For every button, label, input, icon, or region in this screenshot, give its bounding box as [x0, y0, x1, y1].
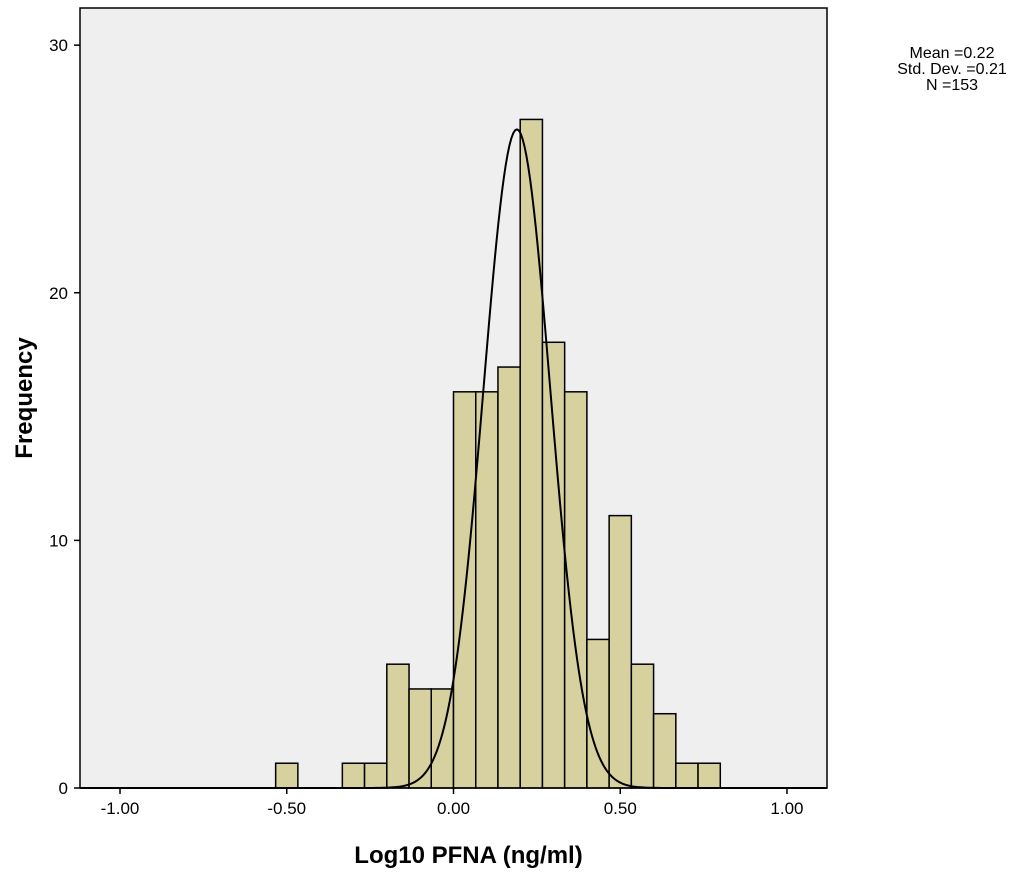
- stats-mean: Mean =0.22: [909, 45, 995, 62]
- x-tick-label: -0.50: [267, 799, 306, 818]
- histogram-bar: [519, 118, 544, 789]
- histogram-bar: [697, 762, 722, 789]
- histogram-bar: [652, 712, 677, 789]
- y-tick-label: 30: [49, 36, 68, 55]
- x-tick-label: 0.00: [437, 799, 470, 818]
- x-tick-label: 1.00: [770, 799, 803, 818]
- histogram-bar: [363, 762, 388, 789]
- x-tick-label: -1.00: [101, 799, 140, 818]
- y-tick-label: 0: [59, 779, 68, 798]
- histogram-bar: [341, 762, 366, 789]
- histogram-bar: [541, 341, 566, 789]
- x-tick-label: 0.50: [604, 799, 637, 818]
- histogram-bar: [630, 663, 655, 789]
- histogram-bar: [386, 663, 410, 789]
- histogram-bar: [408, 688, 433, 789]
- histogram-bar: [608, 514, 633, 789]
- stats-std-dev: Std. Dev. =0.21: [897, 61, 1007, 78]
- histogram-bar: [586, 638, 610, 789]
- histogram-bar: [274, 762, 299, 789]
- y-axis-title: Frequency: [11, 337, 38, 459]
- stats-box: Mean =0.22 Std. Dev. =0.21 N =153: [884, 46, 1020, 94]
- histogram-bar: [675, 762, 699, 789]
- y-tick-label: 20: [49, 284, 68, 303]
- axes-layer: -1.00 -0.50 0.00 0.50 1.00 0 10 20 30: [49, 7, 828, 818]
- histogram-bar: [497, 366, 521, 789]
- x-axis-title: Log10 PFNA (ng/ml): [354, 842, 582, 869]
- y-tick-label: 10: [49, 531, 68, 550]
- stats-n: N =153: [925, 77, 979, 94]
